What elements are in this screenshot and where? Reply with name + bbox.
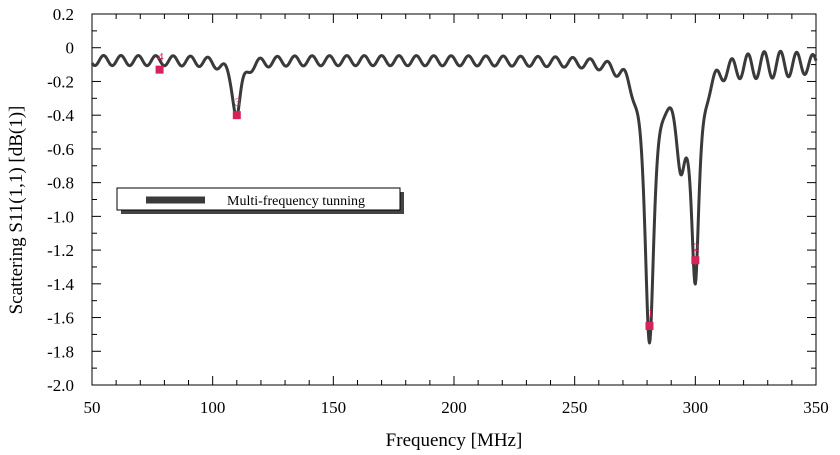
y-tick-label: -1.4 xyxy=(47,275,74,294)
marker-label-1: 1 xyxy=(647,306,653,320)
x-tick-label: 200 xyxy=(441,398,467,417)
legend: Multi-frequency tunning xyxy=(116,187,404,214)
marker-label-3: 3 xyxy=(235,95,241,109)
legend-label: Multi-frequency tunning xyxy=(227,194,365,209)
y-tick-label: -1.8 xyxy=(47,342,74,361)
marker-2 xyxy=(691,256,700,265)
marker-4 xyxy=(155,65,164,74)
x-axis-title: Frequency [MHz] xyxy=(386,430,523,451)
y-tick-label: -1.6 xyxy=(47,309,74,328)
marker-label-4: 4 xyxy=(158,50,164,64)
y-tick-label: -0.2 xyxy=(47,72,74,91)
y-tick-label: 0 xyxy=(66,39,75,58)
marker-label-2: 2 xyxy=(693,240,699,254)
y-axis-title: Scattering S11(1,1) [dB(1)] xyxy=(6,106,27,315)
x-tick-label: 350 xyxy=(803,398,829,417)
markers: 4 3 1 2 xyxy=(155,50,700,330)
x-tick-label: 150 xyxy=(321,398,347,417)
legend-box xyxy=(116,187,401,211)
y-tick-label: -1.2 xyxy=(47,241,74,260)
y-tick-label: -0.6 xyxy=(47,140,74,159)
x-tick-label: 250 xyxy=(562,398,588,417)
marker-3 xyxy=(232,111,241,120)
marker-1 xyxy=(645,321,654,330)
y-tick-label: -0.8 xyxy=(47,174,74,193)
series-line-multi-frequency-tunning xyxy=(90,49,818,345)
axis-tick-labels: 50 100 150 200 250 300 350 0.2 0 -0.2 -0.4 -0.6 -0.8… xyxy=(47,5,829,417)
x-tick-label: 300 xyxy=(683,398,709,417)
y-tick-label: -2.0 xyxy=(47,376,74,395)
axis-ticks xyxy=(91,13,817,386)
x-tick-label: 50 xyxy=(84,398,101,417)
y-tick-label: -0.4 xyxy=(47,106,74,125)
y-tick-label: 0.2 xyxy=(53,5,74,24)
x-tick-label: 100 xyxy=(200,398,226,417)
y-tick-label: -1.0 xyxy=(47,207,74,226)
